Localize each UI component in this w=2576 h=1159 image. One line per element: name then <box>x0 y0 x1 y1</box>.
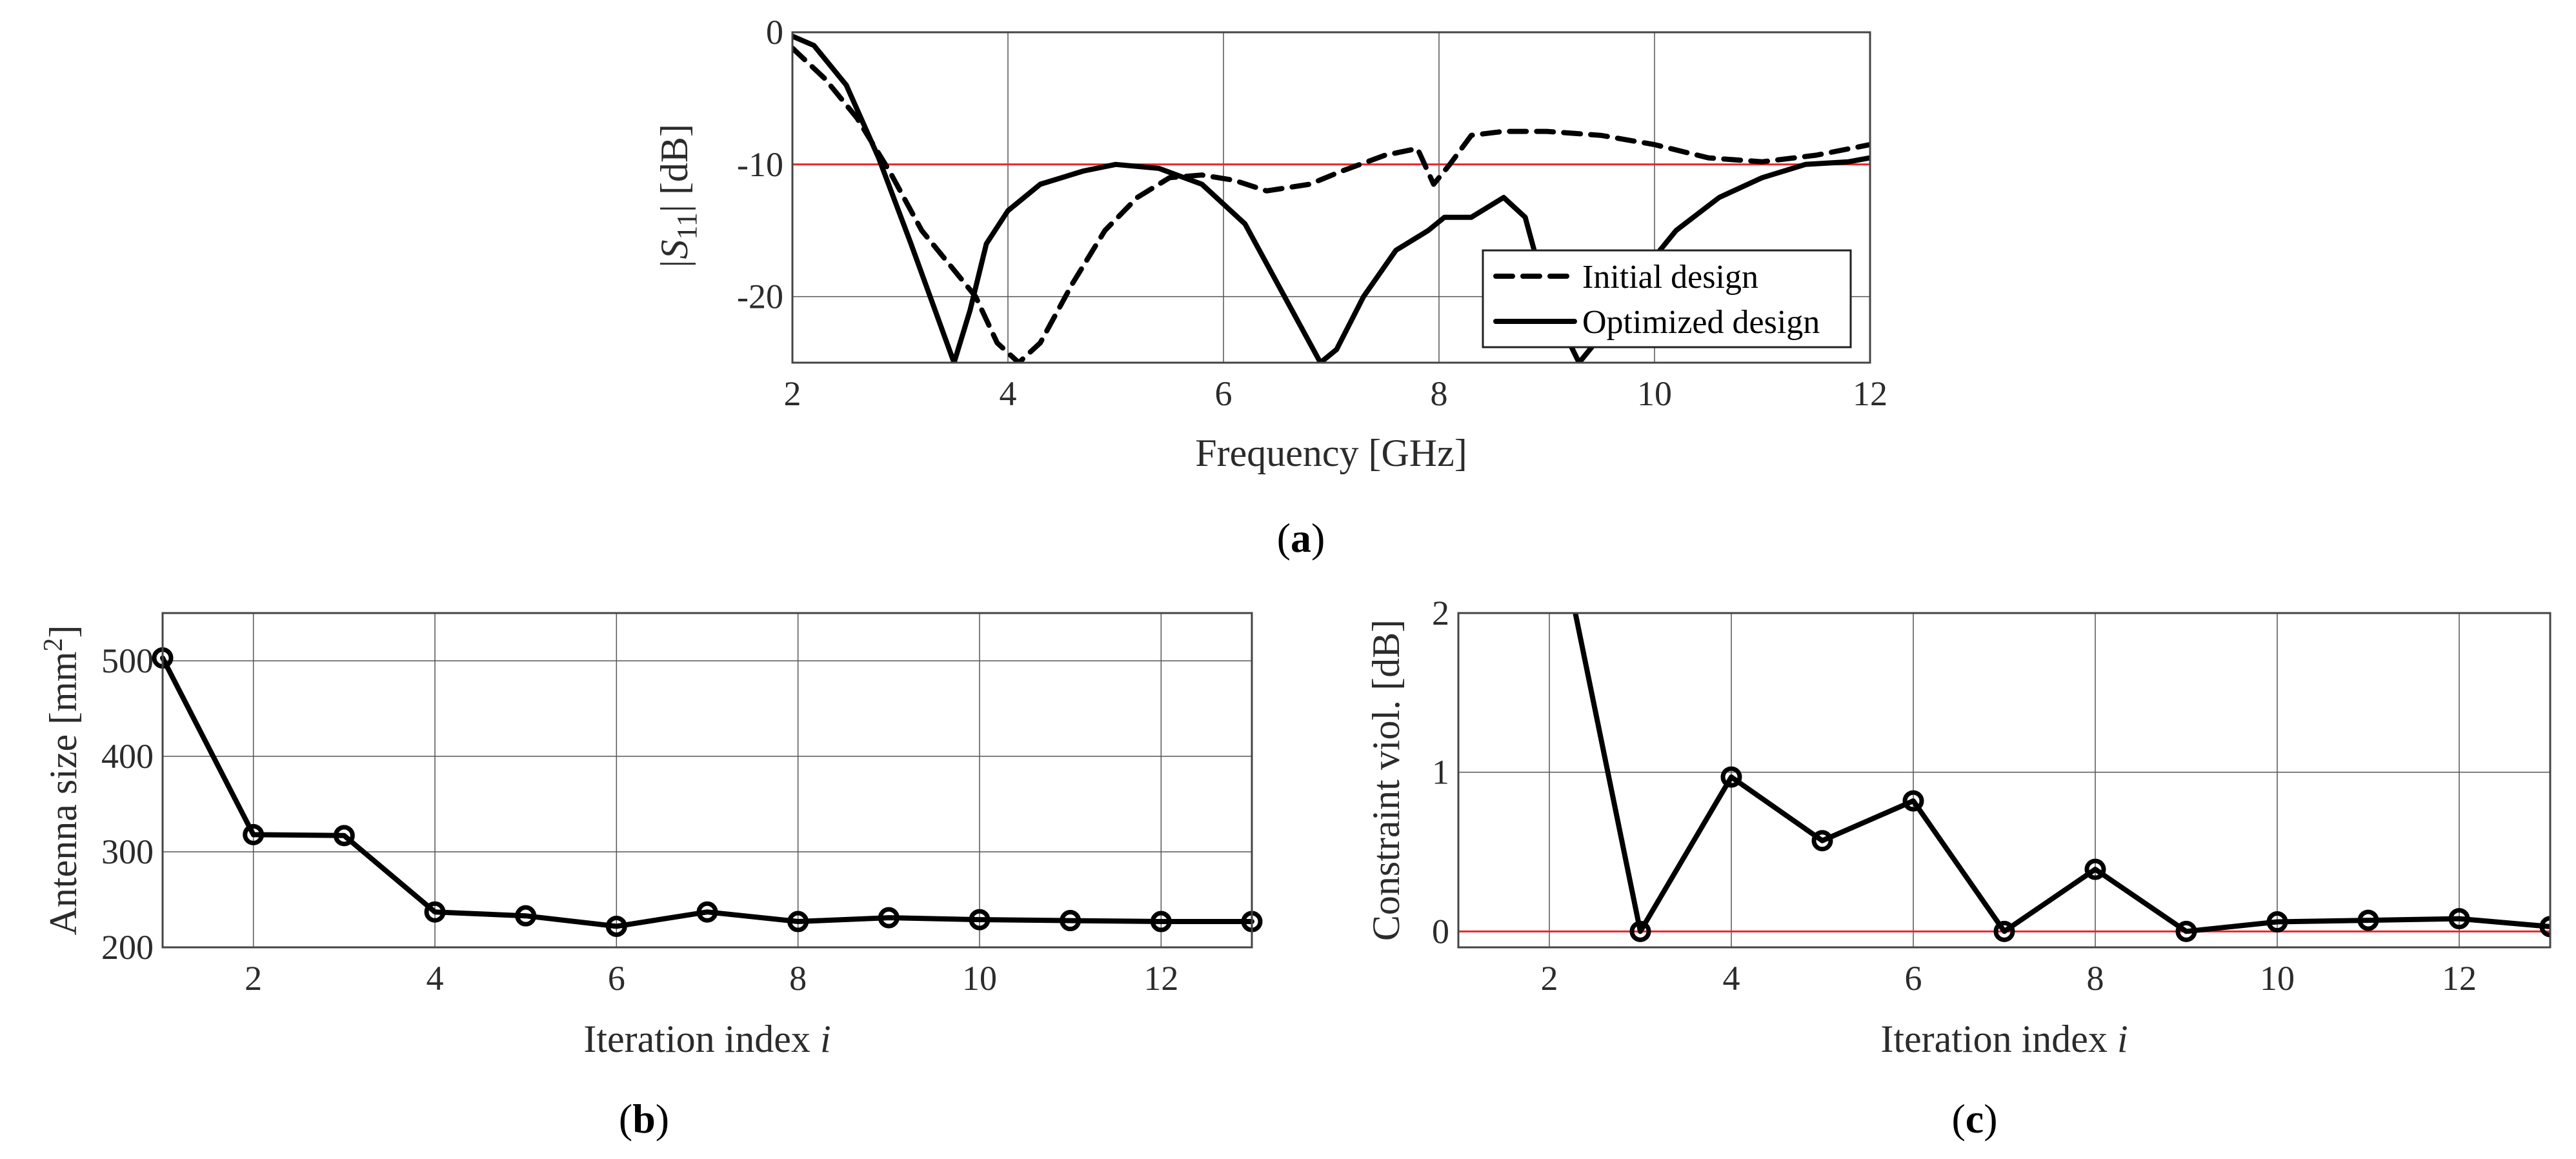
panel-a-legend: Initial design Optimized design <box>1482 249 1852 348</box>
data-point <box>1720 766 1742 788</box>
data-point <box>1150 911 1172 932</box>
panel-c-grid <box>1458 613 2550 947</box>
x-tick-label: 2 <box>1541 959 1558 998</box>
data-point <box>333 825 355 847</box>
x-tick-label: 12 <box>1143 959 1178 998</box>
panel-a: 2 4 6 8 10 12 0 -10 -20 Initial design Optimized… <box>653 13 1887 561</box>
data-point <box>969 909 991 931</box>
panel-b-ticks: 2 4 6 8 10 12 200 300 400 500 <box>101 641 1178 998</box>
data-point <box>1629 920 1651 942</box>
y-tick-label: 1 <box>1432 753 1449 792</box>
x-tick-label: 8 <box>1431 374 1448 413</box>
y-tick-label: -10 <box>737 145 783 184</box>
y-tick-label: 2 <box>1432 594 1449 632</box>
panel-b-series <box>152 647 1263 937</box>
y-tick-label: 400 <box>101 737 154 776</box>
data-point <box>2084 858 2106 880</box>
data-point <box>1902 790 1924 812</box>
x-tick-label: 4 <box>1723 959 1740 998</box>
y-tick-label: -20 <box>737 277 783 316</box>
series-line-initial-design <box>792 45 1870 363</box>
x-tick-label: 6 <box>1905 959 1922 998</box>
series-line-antenna-size <box>160 655 1254 929</box>
x-tick-label: 12 <box>2442 959 2477 998</box>
panel-c-ylabel: Constraint viol. [dB] <box>1365 620 1407 941</box>
panel-a-axes-box <box>791 31 1871 364</box>
panel-c-series <box>1573 613 2550 942</box>
panel-b: 2 4 6 8 10 12 200 300 400 500 Iteration index i A… <box>39 612 1263 1142</box>
data-point <box>2539 916 2550 938</box>
data-point <box>696 901 718 923</box>
y-tick-label: 500 <box>101 641 154 680</box>
panel-c-axes-box <box>1457 612 2551 949</box>
y-tick-label: 0 <box>766 13 783 52</box>
panel-b-ylabel: Antenna size [mm2] <box>39 625 85 936</box>
data-point <box>2266 911 2288 933</box>
x-tick-label: 8 <box>789 959 807 998</box>
data-point <box>1811 830 1833 852</box>
data-point <box>787 911 809 932</box>
data-point <box>243 823 265 845</box>
panel-a-ticks: 2 4 6 8 10 12 0 -10 -20 <box>737 13 1887 413</box>
data-point <box>2357 909 2379 931</box>
x-tick-label: 10 <box>2260 959 2295 998</box>
x-tick-label: 6 <box>1215 374 1233 413</box>
data-point <box>1060 910 1082 932</box>
series-line-constraint-violation <box>1573 613 2550 934</box>
y-tick-label: 0 <box>1432 912 1449 951</box>
panel-c-caption: (c) <box>1951 1096 1997 1142</box>
x-tick-label: 6 <box>608 959 625 998</box>
data-point <box>2175 920 2197 942</box>
legend-box <box>1482 249 1852 348</box>
x-tick-label: 2 <box>784 374 801 413</box>
y-tick-label: 200 <box>101 928 154 967</box>
x-tick-label: 10 <box>962 959 997 998</box>
x-tick-label: 10 <box>1637 374 1672 413</box>
data-point <box>515 905 537 927</box>
x-tick-label: 2 <box>245 959 262 998</box>
data-point <box>1993 920 2015 942</box>
panel-b-xlabel: Iteration index i <box>583 1018 830 1060</box>
x-tick-label: 4 <box>1000 374 1017 413</box>
data-point <box>605 915 627 937</box>
panel-a-caption: (a) <box>1277 515 1325 561</box>
panel-a-ylabel: |S11| [dB] <box>653 124 703 270</box>
x-tick-label: 8 <box>2087 959 2104 998</box>
data-point <box>2448 908 2470 930</box>
panel-b-axes-box <box>161 612 1253 949</box>
data-point <box>878 907 900 929</box>
panel-a-xlabel: Frequency [GHz] <box>1195 432 1467 474</box>
panel-b-caption: (b) <box>619 1096 669 1142</box>
x-tick-label: 12 <box>1853 374 1887 413</box>
panel-b-grid <box>163 613 1252 947</box>
legend-label-initial: Initial design <box>1582 259 1758 296</box>
y-tick-label: 300 <box>101 832 154 871</box>
x-tick-label: 4 <box>427 959 444 998</box>
data-point <box>424 901 446 923</box>
panel-c-xlabel: Iteration index i <box>1880 1018 2128 1060</box>
legend-label-optimized: Optimized design <box>1582 304 1820 341</box>
